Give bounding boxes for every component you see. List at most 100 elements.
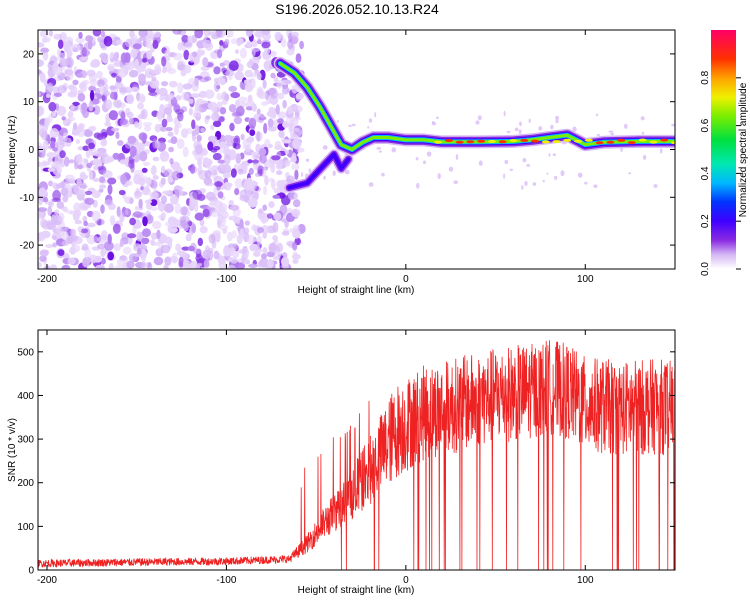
spec-x-tick-label: -200 xyxy=(37,274,57,285)
noise-blob xyxy=(61,264,71,269)
noise-blob xyxy=(136,231,142,242)
noise-blob xyxy=(216,101,223,109)
noise-blob xyxy=(75,139,80,144)
noise-blob xyxy=(217,159,226,164)
noise-blob xyxy=(294,105,303,113)
noise-blob xyxy=(145,177,152,186)
noise-blob xyxy=(129,197,134,205)
noise-blob xyxy=(247,60,254,68)
noise-blob xyxy=(171,170,180,181)
noise-blob xyxy=(89,149,94,156)
noise-blob xyxy=(267,258,274,268)
noise-blob xyxy=(81,80,90,85)
noise-blob xyxy=(211,112,220,122)
noise-blob xyxy=(81,243,89,251)
noise-blob xyxy=(61,116,66,121)
noise-blob xyxy=(65,209,74,214)
noise-blob xyxy=(292,251,298,257)
noise-blob xyxy=(223,154,231,165)
noise-blob xyxy=(219,107,227,115)
noise-blob xyxy=(203,259,210,268)
noise-blob xyxy=(235,153,242,165)
noise-blob xyxy=(160,177,166,185)
noise-blob xyxy=(65,174,75,182)
noise-blob xyxy=(269,87,278,99)
noise-blob xyxy=(55,182,66,189)
noise-blob xyxy=(238,38,244,45)
noise-blob xyxy=(217,49,223,59)
snr-frame xyxy=(37,329,676,571)
colorbar: 0.0 0.2 0.4 0.6 0.8 Normalized spectral ampl… xyxy=(700,30,749,276)
noise-speck xyxy=(521,185,524,190)
noise-blob xyxy=(259,113,265,119)
noise-blob xyxy=(277,118,284,124)
noise-blob xyxy=(38,207,48,212)
noise-blob xyxy=(152,40,159,49)
noise-blob xyxy=(216,77,224,82)
noise-blob xyxy=(42,161,51,166)
noise-blob xyxy=(248,117,257,129)
noise-blob xyxy=(143,185,150,193)
noise-blob xyxy=(291,162,300,171)
noise-blob xyxy=(84,190,93,196)
noise-blob xyxy=(217,191,224,199)
noise-blob xyxy=(279,204,288,216)
signal-hotspot xyxy=(509,139,518,142)
noise-blob xyxy=(293,116,301,121)
noise-blob xyxy=(159,95,165,101)
noise-blob xyxy=(161,81,169,87)
spectrogram-y-label: Frequency (Hz) xyxy=(7,116,18,185)
noise-blob xyxy=(245,30,253,37)
noise-blob xyxy=(68,234,79,242)
noise-blob xyxy=(229,204,240,211)
noise-blob xyxy=(38,105,45,116)
noise-blob xyxy=(267,118,274,128)
noise-blob xyxy=(82,257,90,268)
noise-blob xyxy=(175,109,185,115)
noise-blob xyxy=(239,219,244,229)
colorbar-tick-label: 0.8 xyxy=(700,70,711,84)
signal-hotspot xyxy=(595,141,604,145)
noise-blob xyxy=(151,76,157,82)
noise-speck xyxy=(542,179,545,183)
noise-blob xyxy=(83,129,93,137)
noise-blob xyxy=(216,92,222,101)
noise-speck xyxy=(391,147,397,153)
noise-blob xyxy=(190,93,201,98)
noise-blob xyxy=(194,30,204,39)
noise-blob xyxy=(275,104,280,115)
noise-speck xyxy=(431,121,437,126)
noise-blob xyxy=(295,92,304,100)
noise-blob xyxy=(202,249,211,259)
noise-blob xyxy=(191,34,197,44)
noise-blob xyxy=(135,221,142,229)
noise-blob xyxy=(88,85,96,92)
noise-blob xyxy=(75,73,84,78)
noise-blob xyxy=(154,123,161,133)
noise-blob xyxy=(38,161,42,167)
noise-blob xyxy=(170,136,178,145)
noise-blob xyxy=(52,164,59,176)
noise-speck xyxy=(550,124,554,130)
noise-blob xyxy=(94,88,101,94)
noise-blob xyxy=(133,173,142,185)
noise-blob xyxy=(182,146,189,158)
noise-blob xyxy=(102,170,113,179)
noise-blob xyxy=(115,39,123,45)
noise-blob xyxy=(67,110,74,118)
noise-blob xyxy=(204,76,212,81)
noise-blob xyxy=(296,147,305,153)
noise-blob xyxy=(134,121,139,128)
noise-blob xyxy=(47,167,56,172)
noise-speck xyxy=(337,120,339,123)
noise-blob xyxy=(88,171,93,181)
noise-blob xyxy=(89,90,95,101)
noise-blob xyxy=(38,42,45,48)
colorbar-tick-label: 0.4 xyxy=(700,166,711,180)
noise-blob xyxy=(50,214,57,226)
noise-blob xyxy=(194,124,200,136)
noise-blob xyxy=(225,181,230,187)
noise-blob xyxy=(268,201,275,208)
noise-blob xyxy=(258,148,267,156)
noise-blob xyxy=(243,79,248,84)
